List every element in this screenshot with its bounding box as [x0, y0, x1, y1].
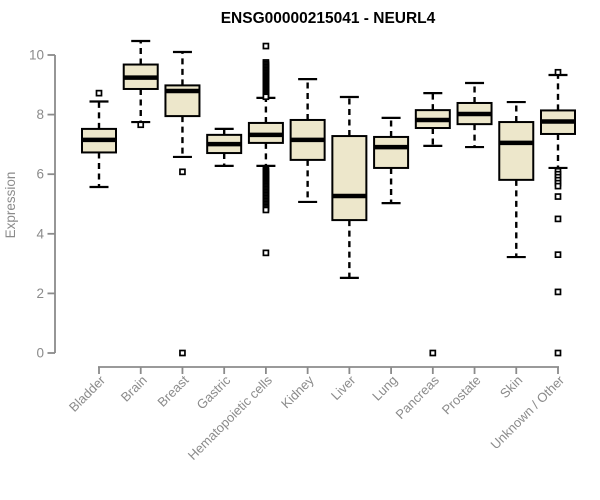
- x-category-label-brain: Brain: [118, 373, 150, 405]
- box-group-liver: [331, 95, 368, 280]
- box-group-brain: [122, 39, 159, 129]
- x-category-label-gastric: Gastric: [194, 372, 234, 412]
- box-group-pancreas: [414, 92, 451, 357]
- x-category-label-bladder: Bladder: [66, 372, 109, 415]
- outlier-point: [179, 349, 186, 357]
- y-axis-label: Expression: [3, 172, 18, 239]
- y-tick-label: 4: [36, 226, 44, 241]
- x-category-label-skin: Skin: [497, 373, 525, 401]
- box-group-lung: [373, 116, 410, 205]
- box-group-gastric: [206, 127, 243, 167]
- outlier-point: [137, 121, 145, 129]
- box-group-kidney: [289, 78, 326, 204]
- outlier-point: [179, 168, 186, 176]
- outlier-point: [554, 349, 562, 357]
- outlier-point: [554, 68, 562, 76]
- box-group-unknown-other: [539, 68, 576, 357]
- y-tick-label: 2: [36, 286, 44, 301]
- box-group-prostate: [456, 81, 493, 149]
- x-category-label-prostate: Prostate: [439, 373, 484, 418]
- x-category-label-kidney: Kidney: [278, 372, 317, 411]
- y-tick-label: 10: [29, 48, 44, 63]
- x-category-label-lung: Lung: [369, 373, 400, 404]
- box-group-bladder: [81, 89, 117, 189]
- y-tick-label: 0: [36, 346, 44, 361]
- box-group-hematopoietic-cells: [247, 42, 284, 257]
- outlier-point: [554, 182, 562, 190]
- outlier-point: [554, 215, 562, 223]
- box-group-breast: [164, 50, 201, 357]
- chart-title: ENSG00000215041 - NEURL4: [221, 10, 436, 27]
- x-category-label-unknown-other: Unknown / Other: [488, 372, 568, 452]
- outlier-point: [554, 193, 562, 200]
- box-series: [81, 39, 576, 357]
- x-category-label-liver: Liver: [328, 372, 359, 403]
- outlier-point: [262, 206, 270, 214]
- outlier-point: [554, 288, 562, 296]
- y-tick-label: 8: [36, 107, 44, 122]
- outlier-point: [429, 349, 437, 357]
- outlier-point: [262, 93, 270, 101]
- iqr-box: [331, 135, 368, 222]
- outlier-point: [95, 89, 103, 97]
- x-category-label-breast: Breast: [154, 372, 191, 409]
- x-category-label-pancreas: Pancreas: [392, 372, 442, 422]
- iqr-box: [373, 135, 410, 169]
- outlier-point: [554, 251, 562, 259]
- y-tick-label: 6: [36, 167, 44, 182]
- iqr-box: [498, 121, 535, 181]
- outlier-point: [262, 249, 270, 257]
- box-group-skin: [498, 100, 535, 259]
- y-axis: 0 2 4 6 8 10: [29, 48, 56, 361]
- outlier-point: [262, 42, 270, 50]
